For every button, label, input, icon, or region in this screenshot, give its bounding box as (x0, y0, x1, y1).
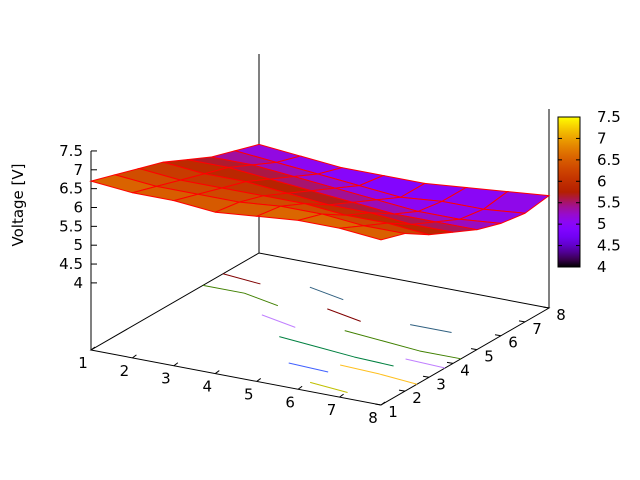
y-tick-label: 6 (508, 334, 518, 352)
base-plane-border (89, 252, 551, 406)
z-tick-label: 5.5 (59, 217, 83, 235)
y-tick-mark (518, 320, 526, 323)
z-tick-label: 4.5 (59, 255, 83, 273)
surface-quad (339, 225, 406, 241)
y-tick-label: 5 (484, 348, 494, 366)
z-tick-label: 7.5 (59, 142, 83, 160)
colorbar-tick-label: 6.5 (597, 151, 621, 169)
z-tick-label: 5 (73, 236, 83, 254)
contour-line (309, 286, 452, 333)
colorbar-tick-label: 5 (597, 215, 607, 233)
x-tick-mark (256, 378, 262, 382)
base-plane (89, 53, 551, 406)
x-tick-label: 2 (120, 362, 130, 380)
contour-line (279, 336, 394, 367)
x-tick-mark (339, 393, 344, 398)
colorbar: 4 4.5 5 5.5 6 6.5 7 7.5 (557, 108, 621, 276)
colorbar-tick-label: 7 (597, 129, 607, 147)
colorbar-tick-label: 4 (597, 258, 607, 276)
y-tick-label: 4 (460, 361, 470, 379)
y-tick-mark (494, 334, 502, 337)
colorbar-tick-label: 6 (597, 172, 607, 190)
x-tick-mark (214, 370, 220, 374)
y-tick-label: 7 (532, 320, 542, 338)
z-tick-label: 6 (73, 198, 83, 216)
x-tick-mark (173, 362, 179, 367)
x-axis-ticks: 1 2 3 4 5 6 7 8 (78, 346, 386, 427)
y-tick-label: 8 (556, 306, 566, 324)
contours (202, 273, 462, 394)
x-tick-mark (90, 346, 96, 351)
y-tick-mark (398, 389, 406, 392)
x-tick-label: 8 (368, 409, 378, 427)
x-tick-mark (380, 401, 386, 406)
y-tick-mark (446, 361, 454, 364)
x-tick-label: 7 (327, 401, 337, 419)
z-tick-label: 6.5 (59, 180, 83, 198)
colorbar-tick-label: 5.5 (597, 194, 621, 212)
y-tick-mark (422, 375, 430, 378)
contour-line (222, 273, 361, 322)
y-tick-label: 3 (436, 375, 446, 393)
contour-line (288, 362, 329, 373)
x-tick-label: 5 (244, 385, 254, 403)
colorbar-gradient (557, 116, 581, 268)
x-tick-label: 1 (78, 354, 88, 372)
x-tick-label: 6 (285, 393, 295, 411)
z-tick-label: 4 (73, 274, 83, 292)
x-tick-label: 3 (161, 370, 171, 388)
y-tick-mark (542, 306, 550, 309)
y-tick-label: 2 (412, 389, 422, 407)
colorbar-tick-label: 4.5 (597, 237, 621, 255)
surface (89, 143, 551, 241)
y-tick-mark (374, 403, 382, 406)
x-tick-label: 4 (203, 378, 213, 396)
contour-line (340, 364, 418, 385)
y-tick-label: 1 (388, 403, 398, 421)
z-tick-label: 7 (73, 161, 83, 179)
x-tick-mark (297, 385, 303, 390)
x-tick-mark (132, 354, 137, 359)
z-axis: 44.555.566.577.5 (59, 142, 97, 350)
z-axis-label: Voltage [V] (9, 164, 27, 247)
contour-line (202, 284, 462, 360)
contour-line (261, 314, 446, 369)
colorbar-tick-label: 7.5 (597, 108, 621, 126)
contour-line (310, 381, 348, 394)
y-tick-mark (470, 348, 478, 351)
